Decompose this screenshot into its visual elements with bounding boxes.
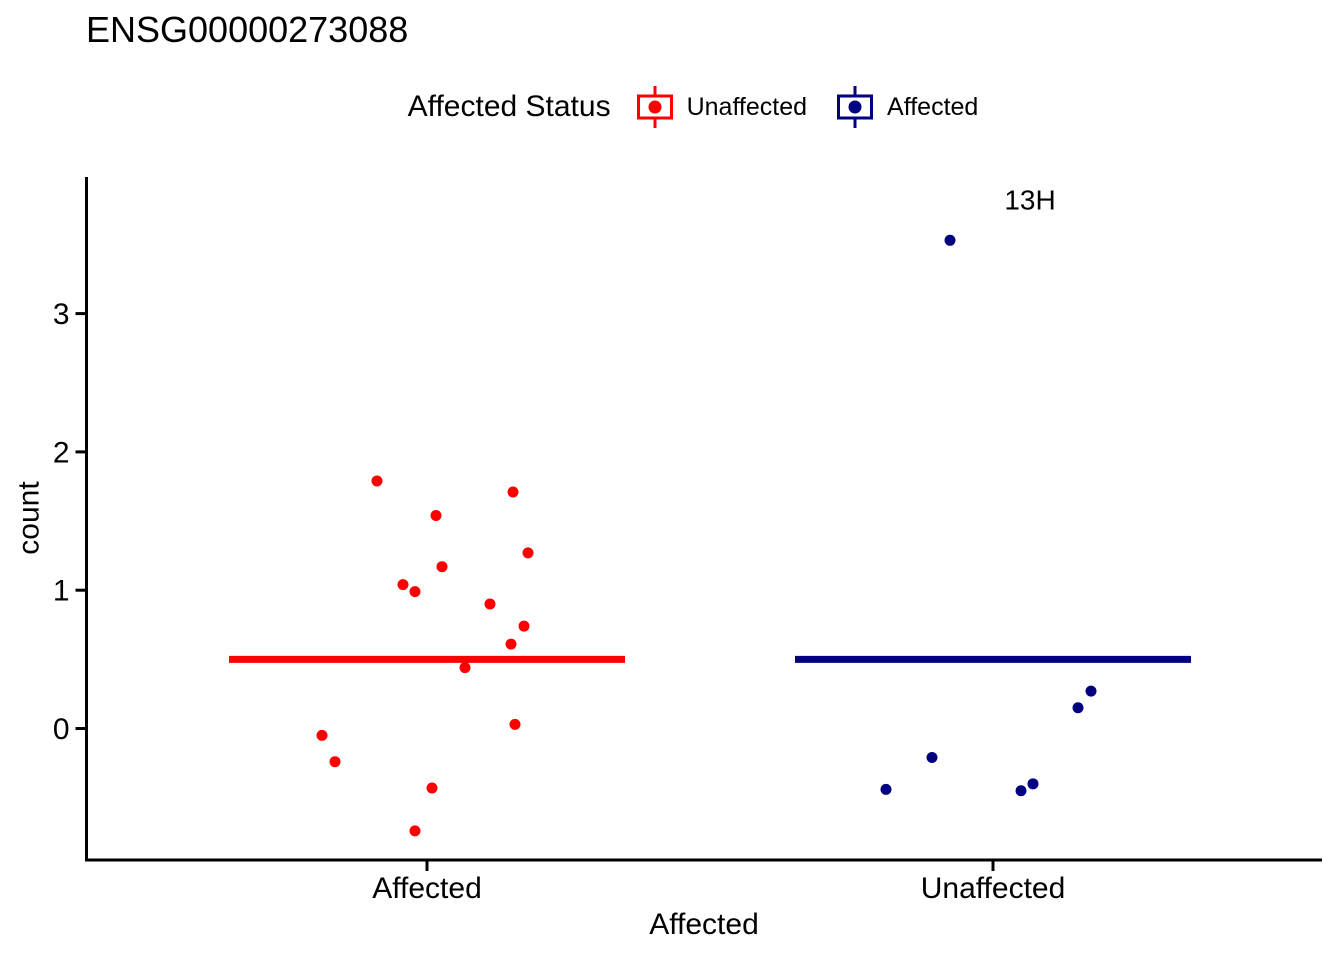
data-point xyxy=(316,729,328,741)
y-axis-title: count xyxy=(13,481,47,555)
data-point xyxy=(926,752,938,764)
data-point xyxy=(371,475,383,487)
data-point xyxy=(459,662,471,674)
plot-title: ENSG00000273088 xyxy=(86,9,409,50)
legend-item-unaffected: Unaffected xyxy=(635,86,807,128)
data-point xyxy=(430,510,442,522)
data-point xyxy=(944,234,956,246)
crossbar-key-icon xyxy=(635,86,675,128)
legend: Affected Status Unaffected Affected xyxy=(0,83,1344,131)
data-point xyxy=(1027,778,1039,790)
point-annotation: 13H xyxy=(1004,184,1055,215)
data-point xyxy=(518,620,530,632)
data-point xyxy=(1015,785,1027,797)
key-dot xyxy=(848,100,862,114)
data-point xyxy=(522,547,534,559)
y-tick-label: 2 xyxy=(53,436,70,469)
data-point xyxy=(509,718,521,730)
legend-title: Affected Status xyxy=(407,90,611,123)
x-tick-label: Affected xyxy=(372,872,482,905)
data-point xyxy=(397,579,409,591)
crossbar-key-icon xyxy=(835,86,875,128)
data-point xyxy=(1072,702,1084,714)
y-tick-label: 1 xyxy=(53,575,70,608)
crossbar-key-glyph xyxy=(636,86,673,128)
x-tick-label: Unaffected xyxy=(921,872,1066,905)
data-point xyxy=(409,825,421,837)
data-point xyxy=(505,638,517,650)
y-tick-label: 0 xyxy=(53,713,70,746)
data-point xyxy=(436,561,448,573)
data-point xyxy=(880,783,892,795)
legend-label-affected: Affected xyxy=(887,92,979,121)
crossbar-key-glyph xyxy=(837,86,874,128)
data-point xyxy=(426,782,438,794)
legend-item-affected: Affected xyxy=(835,86,978,128)
y-tick-label: 3 xyxy=(53,298,70,331)
data-point xyxy=(329,756,341,768)
data-point xyxy=(507,486,519,498)
x-axis-title: Affected xyxy=(649,908,759,941)
data-point xyxy=(409,586,421,598)
data-point xyxy=(1085,685,1097,697)
legend-label-unaffected: Unaffected xyxy=(686,92,808,121)
key-dot xyxy=(648,100,662,114)
y-axis-title-box: count xyxy=(6,443,54,593)
data-point xyxy=(484,598,496,610)
